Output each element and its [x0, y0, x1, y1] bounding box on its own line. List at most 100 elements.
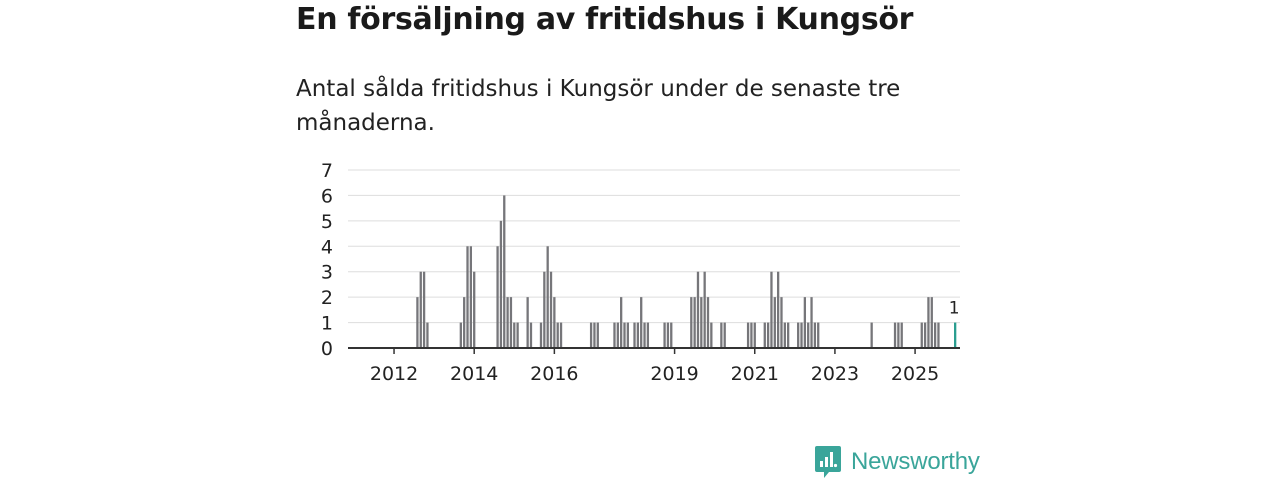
- bar: [613, 322, 616, 348]
- y-tick-label: 6: [321, 185, 333, 207]
- bar: [643, 322, 646, 348]
- bar: [893, 322, 897, 348]
- bar: [930, 297, 933, 348]
- bar: [817, 322, 820, 348]
- bar: [720, 322, 723, 348]
- bar: [623, 322, 626, 348]
- bar: [723, 322, 726, 348]
- bar: [546, 246, 549, 348]
- bar: [626, 322, 629, 348]
- bar: [503, 195, 506, 348]
- bar: [422, 271, 426, 348]
- bar: [663, 322, 666, 348]
- bar: [696, 271, 700, 348]
- bar: [416, 297, 419, 348]
- y-tick-label: 4: [321, 236, 333, 258]
- bar: [553, 297, 556, 348]
- bar: [800, 322, 803, 348]
- annotations: 1: [949, 299, 960, 319]
- x-tick-label: 2012: [370, 363, 418, 385]
- bar: [753, 322, 756, 348]
- bar: [773, 297, 776, 348]
- brand-name: Newsworthy: [851, 448, 980, 475]
- bar: [419, 271, 422, 348]
- bar: [636, 322, 640, 348]
- y-tick-label: 1: [321, 313, 333, 335]
- bar: [937, 322, 940, 348]
- y-tick-label: 0: [321, 338, 333, 360]
- bar: [543, 271, 546, 348]
- x-tick-label: 2016: [530, 363, 578, 385]
- bar: [780, 297, 783, 348]
- bar: [776, 271, 780, 348]
- bar: [526, 297, 529, 348]
- x-tick-label: 2019: [650, 363, 698, 385]
- bar: [797, 322, 800, 348]
- chart-title: En försäljning av fritidshus i Kungsör: [296, 2, 914, 37]
- bar: [539, 322, 543, 348]
- x-tick-label: 2025: [891, 363, 939, 385]
- bar: [710, 322, 713, 348]
- bar: [633, 322, 636, 348]
- bars: [416, 195, 957, 348]
- bar: [666, 322, 670, 348]
- bar: [870, 322, 873, 348]
- bar: [509, 297, 513, 348]
- x-tick-label: 2014: [450, 363, 498, 385]
- y-tick-label: 2: [321, 287, 333, 309]
- bar: [640, 297, 643, 348]
- bar: [596, 322, 599, 348]
- bar: [463, 297, 466, 348]
- bar-chart: 0 1 2 3 4 5 6 7 2012 2014 2016 2019 2021 2023 2025 1: [321, 160, 960, 385]
- bar: [746, 322, 750, 348]
- bar: [700, 297, 703, 348]
- highlight-label: 1: [949, 299, 960, 319]
- bar: [466, 246, 469, 348]
- bar: [763, 322, 766, 348]
- bar: [803, 297, 807, 348]
- bar: [706, 297, 710, 348]
- bar: [933, 322, 937, 348]
- bar: [616, 322, 619, 348]
- bar: [549, 271, 553, 348]
- bar: [766, 322, 770, 348]
- bar: [690, 297, 693, 348]
- bar: [426, 322, 429, 348]
- bar: [923, 322, 927, 348]
- bar: [900, 322, 903, 348]
- y-tick-label: 3: [321, 262, 333, 284]
- bar-chart-speech-icon: [815, 446, 841, 478]
- newsworthy-logo: Newsworthy: [814, 444, 980, 480]
- x-axis: 2012 2014 2016 2019 2021 2023 2025: [348, 347, 960, 385]
- bar: [506, 297, 509, 348]
- y-tick-label: 7: [321, 160, 333, 182]
- bar: [529, 322, 533, 348]
- bar: [646, 322, 650, 348]
- bar: [556, 322, 559, 348]
- bar: [897, 322, 900, 348]
- bar: [513, 322, 516, 348]
- bar: [516, 322, 519, 348]
- bar: [499, 220, 503, 348]
- y-tick-label: 5: [321, 211, 333, 233]
- bar: [693, 297, 696, 348]
- bar: [620, 297, 623, 348]
- highlight-bar: [954, 322, 957, 348]
- bar: [670, 322, 673, 348]
- bar: [927, 297, 930, 348]
- chart-subtitle: Antal sålda fritidshus i Kungsör under d…: [296, 76, 901, 136]
- bar: [703, 271, 706, 348]
- bar: [593, 322, 596, 348]
- bar: [459, 322, 462, 348]
- gridlines: [348, 169, 960, 324]
- bar: [496, 246, 499, 348]
- x-tick-label: 2023: [811, 363, 859, 385]
- bar: [589, 322, 593, 348]
- bar: [559, 322, 563, 348]
- bar: [783, 322, 786, 348]
- y-axis: 0 1 2 3 4 5 6 7: [321, 160, 333, 360]
- x-tick-label: 2021: [731, 363, 779, 385]
- bar: [787, 322, 790, 348]
- bar: [920, 322, 923, 348]
- bar: [813, 322, 817, 348]
